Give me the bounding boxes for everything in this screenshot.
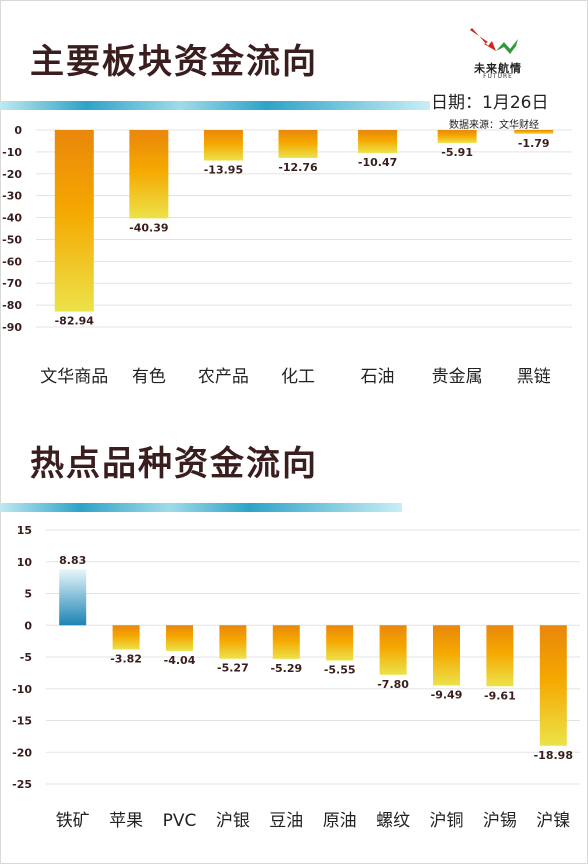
y-tick-label: -10 xyxy=(2,146,22,159)
value-label: -5.55 xyxy=(324,663,356,676)
value-label: -9.49 xyxy=(431,689,463,702)
value-label: -12.76 xyxy=(278,161,318,174)
y-tick-label: -10 xyxy=(12,683,32,696)
value-label: -5.91 xyxy=(441,146,473,159)
bar-沪银 xyxy=(219,625,247,659)
brand-logo: 未来航情 FUTURE xyxy=(458,22,538,86)
y-tick-label: -40 xyxy=(2,212,22,225)
y-tick-label: -30 xyxy=(2,190,22,203)
bar-铁矿 xyxy=(59,569,87,626)
bar-黑链 xyxy=(514,130,554,134)
y-tick-label: -80 xyxy=(2,299,22,312)
value-label: 8.83 xyxy=(59,554,86,567)
y-tick-label: -60 xyxy=(2,255,22,268)
bar-苹果 xyxy=(112,625,140,650)
value-label: -5.29 xyxy=(270,662,302,675)
value-label: -3.82 xyxy=(110,653,142,666)
value-label: -7.80 xyxy=(377,678,409,691)
category-label: 苹果 xyxy=(109,811,143,831)
logo-name: 未来航情 xyxy=(474,62,522,75)
category-label: PVC xyxy=(163,811,197,831)
category-label: 贵金属 xyxy=(432,367,483,387)
title-underline-bar xyxy=(0,101,430,110)
sector-flow-chart: 0 -10 -20 -30 -40 -50 -60 -70 -80 -90 -82.94 文华商品 -4… xyxy=(2,124,572,387)
y-tick-label: -25 xyxy=(12,778,32,791)
bar-文华商品 xyxy=(54,130,94,312)
y-tick-label: 15 xyxy=(17,524,32,537)
category-label: 沪镍 xyxy=(536,811,570,831)
y-tick-label: 5 xyxy=(24,588,32,601)
category-label: 螺纹 xyxy=(376,811,410,831)
category-label: 化工 xyxy=(281,367,315,387)
bar-沪锡 xyxy=(486,625,514,687)
bar-石油 xyxy=(358,130,398,153)
category-label: 有色 xyxy=(132,367,166,387)
y-tick-label: 0 xyxy=(14,124,22,137)
category-label: 铁矿 xyxy=(56,811,90,831)
y-tick-label: -90 xyxy=(2,321,22,334)
value-label: -1.79 xyxy=(518,137,550,150)
date-label: 日期：1月26日 xyxy=(431,93,549,113)
category-label: 农产品 xyxy=(198,367,249,387)
value-label: -40.39 xyxy=(129,221,168,234)
value-label: -5.27 xyxy=(217,662,249,675)
bar-沪铜 xyxy=(433,625,460,686)
bar-螺纹 xyxy=(379,625,407,675)
category-label: 石油 xyxy=(361,367,395,387)
y-tick-label: -5 xyxy=(20,651,32,664)
value-label: -10.47 xyxy=(358,156,397,169)
bar-农产品 xyxy=(203,130,243,161)
logo-arrow-icon xyxy=(470,28,518,54)
value-label: -13.95 xyxy=(204,164,243,177)
source-label: 数据来源：文华财经 xyxy=(449,120,539,131)
y-tick-label: -20 xyxy=(12,746,32,759)
bar-化工 xyxy=(278,130,318,158)
bar-PVC xyxy=(166,625,193,651)
y-tick-label: -20 xyxy=(2,168,22,181)
bar-贵金属 xyxy=(437,130,477,143)
y-tick-label: -70 xyxy=(2,277,22,290)
bar-有色 xyxy=(129,130,169,219)
category-label: 黑链 xyxy=(517,367,551,387)
value-label: -18.98 xyxy=(534,749,573,762)
value-label: -4.04 xyxy=(164,654,196,667)
y-tick-label: 10 xyxy=(17,556,33,569)
category-label: 沪银 xyxy=(216,811,250,831)
category-label: 沪锡 xyxy=(483,811,517,831)
title-underline-bar xyxy=(0,503,402,512)
category-label: 沪铜 xyxy=(430,811,464,831)
category-label: 原油 xyxy=(323,811,357,831)
y-tick-label: -15 xyxy=(12,715,32,728)
section-title-hot-products: 热点品种资金流向 xyxy=(30,444,318,484)
category-label: 豆油 xyxy=(269,811,303,831)
bar-豆油 xyxy=(272,625,300,659)
section-title-sectors: 主要板块资金流向 xyxy=(30,42,318,82)
value-label: -82.94 xyxy=(55,315,95,328)
y-tick-label: 0 xyxy=(24,619,32,632)
logo-subtitle: FUTURE xyxy=(483,73,513,80)
bar-原油 xyxy=(326,625,354,661)
category-label: 文华商品 xyxy=(40,367,108,387)
value-label: -9.61 xyxy=(484,689,516,702)
bar-沪镍 xyxy=(539,625,567,746)
y-tick-label: -50 xyxy=(2,233,22,246)
